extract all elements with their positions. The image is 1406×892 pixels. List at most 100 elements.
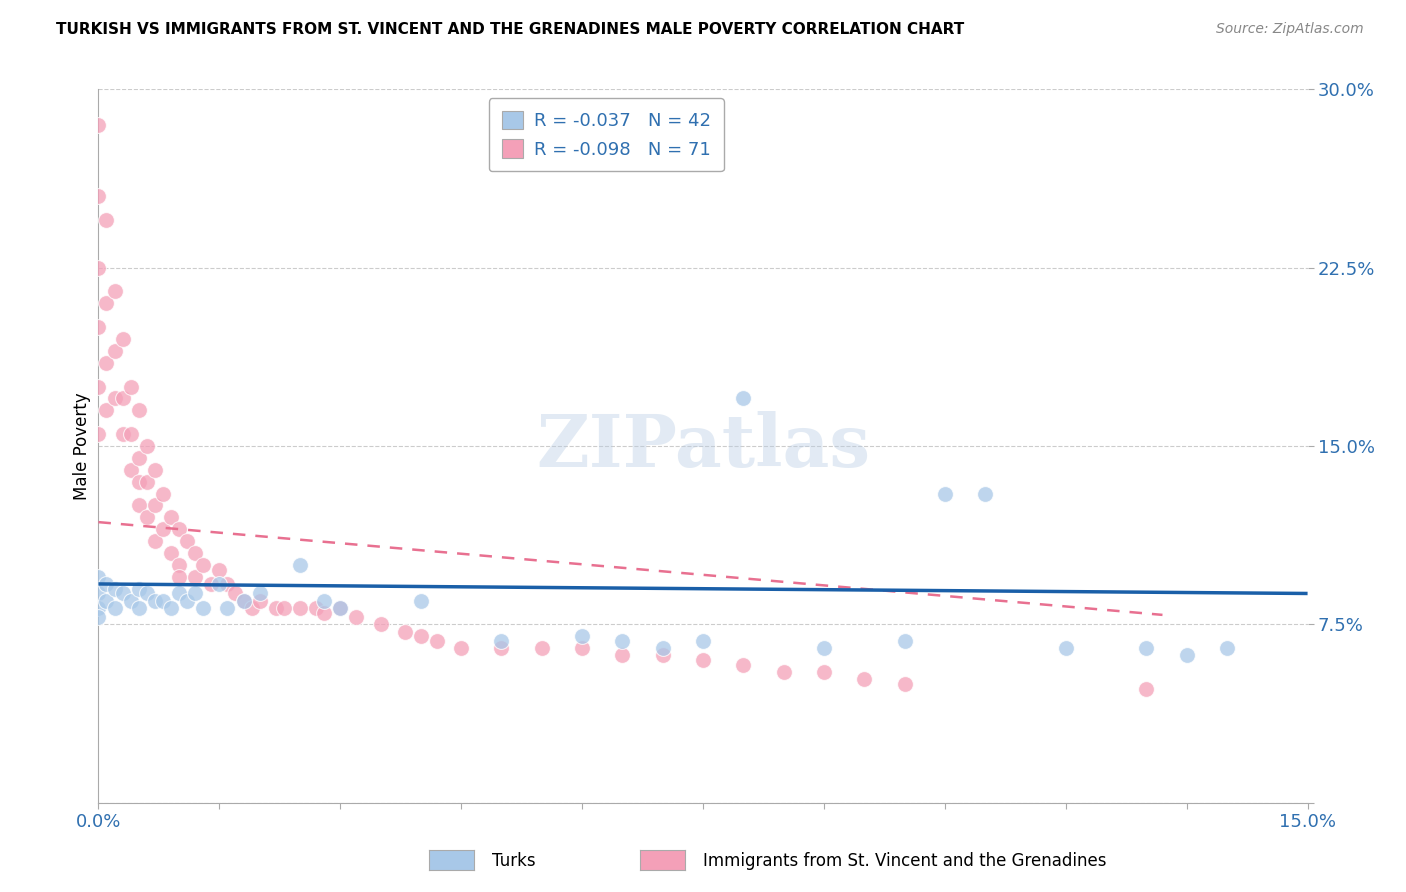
- Point: [232, 593, 254, 607]
- Point: [409, 593, 432, 607]
- Point: [120, 593, 142, 607]
- Point: [491, 641, 513, 656]
- Point: [87, 610, 110, 624]
- Point: [160, 510, 183, 524]
- Point: [344, 610, 367, 624]
- Point: [772, 665, 794, 679]
- Point: [1175, 648, 1198, 663]
- Point: [264, 600, 287, 615]
- Point: [184, 586, 207, 600]
- Point: [135, 586, 157, 600]
- Point: [96, 296, 118, 310]
- Point: [813, 665, 835, 679]
- Point: [651, 641, 673, 656]
- Point: [128, 499, 150, 513]
- Point: [143, 463, 166, 477]
- Point: [176, 593, 198, 607]
- Point: [111, 427, 134, 442]
- Point: [1135, 641, 1157, 656]
- Point: [305, 600, 328, 615]
- Point: [160, 546, 183, 560]
- Point: [111, 586, 134, 600]
- Point: [450, 641, 472, 656]
- Point: [103, 582, 125, 596]
- Point: [111, 332, 134, 346]
- Point: [152, 522, 174, 536]
- Point: [571, 641, 593, 656]
- Point: [96, 577, 118, 591]
- Point: [111, 392, 134, 406]
- Point: [96, 593, 118, 607]
- Point: [152, 593, 174, 607]
- Point: [232, 593, 254, 607]
- Point: [128, 582, 150, 596]
- Point: [87, 586, 110, 600]
- Text: Turks: Turks: [492, 852, 536, 870]
- Point: [314, 606, 336, 620]
- Point: [87, 118, 110, 132]
- Point: [167, 570, 190, 584]
- Point: [87, 320, 110, 334]
- Point: [135, 510, 157, 524]
- Point: [288, 600, 311, 615]
- Point: [200, 577, 222, 591]
- Point: [426, 634, 449, 648]
- Point: [491, 634, 513, 648]
- Point: [394, 624, 416, 639]
- Point: [1135, 681, 1157, 696]
- Point: [208, 577, 231, 591]
- Point: [87, 600, 110, 615]
- Point: [87, 570, 110, 584]
- Point: [329, 600, 352, 615]
- Point: [103, 600, 125, 615]
- Point: [530, 641, 553, 656]
- Point: [1054, 641, 1077, 656]
- Point: [128, 450, 150, 465]
- Point: [409, 629, 432, 643]
- Point: [184, 570, 207, 584]
- Point: [184, 546, 207, 560]
- Point: [893, 634, 915, 648]
- Point: [103, 343, 125, 358]
- Point: [288, 558, 311, 572]
- Point: [571, 629, 593, 643]
- Point: [193, 600, 215, 615]
- Point: [612, 648, 634, 663]
- Point: [152, 486, 174, 500]
- Point: [167, 522, 190, 536]
- Point: [974, 486, 997, 500]
- Point: [692, 653, 714, 667]
- Point: [128, 403, 150, 417]
- Point: [167, 586, 190, 600]
- Point: [167, 558, 190, 572]
- Point: [329, 600, 352, 615]
- Point: [143, 534, 166, 549]
- Point: [143, 499, 166, 513]
- Point: [87, 379, 110, 393]
- Point: [128, 600, 150, 615]
- Point: [96, 213, 118, 227]
- Point: [120, 379, 142, 393]
- Point: [135, 475, 157, 489]
- Point: [87, 189, 110, 203]
- Point: [208, 563, 231, 577]
- Point: [96, 403, 118, 417]
- Point: [120, 427, 142, 442]
- Point: [240, 600, 263, 615]
- Point: [733, 657, 755, 672]
- Point: [249, 586, 271, 600]
- Point: [651, 648, 673, 663]
- Point: [160, 600, 183, 615]
- Point: [103, 392, 125, 406]
- Point: [143, 593, 166, 607]
- Point: [193, 558, 215, 572]
- Point: [733, 392, 755, 406]
- Point: [87, 427, 110, 442]
- Point: [273, 600, 295, 615]
- Point: [692, 634, 714, 648]
- Point: [103, 285, 125, 299]
- Text: TURKISH VS IMMIGRANTS FROM ST. VINCENT AND THE GRENADINES MALE POVERTY CORRELATI: TURKISH VS IMMIGRANTS FROM ST. VINCENT A…: [56, 22, 965, 37]
- Point: [1216, 641, 1239, 656]
- Point: [893, 677, 915, 691]
- Text: ZIPatlas: ZIPatlas: [536, 410, 870, 482]
